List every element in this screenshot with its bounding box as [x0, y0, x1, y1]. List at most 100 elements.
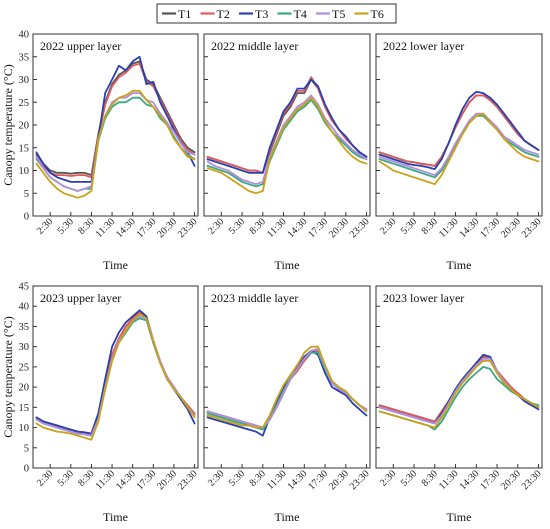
x-tick-label: 5:30: [227, 216, 247, 236]
plot-frame: [32, 285, 199, 469]
y-tick-label: 30: [19, 342, 30, 353]
x-tick-label: 11:30: [94, 468, 118, 492]
x-tick-label: 23:30: [348, 216, 372, 240]
x-tick-label: 23:30: [176, 216, 200, 240]
x-tick-label: 2:30: [206, 216, 226, 236]
x-tick-label: 14:30: [114, 468, 138, 492]
series-line-t5: [206, 347, 368, 429]
x-axis-label: Time: [275, 258, 300, 272]
series-line-t2: [378, 94, 540, 167]
x-tick-label: 11:30: [437, 468, 461, 492]
x-tick-label: 11:30: [265, 468, 289, 492]
x-tick-label: 5:30: [227, 468, 247, 488]
y-tick-label: 35: [19, 322, 30, 333]
y-axis-label: Canopy temperature (°C): [1, 316, 15, 437]
x-tick-label: 8:30: [76, 216, 96, 236]
series-line-t6: [35, 90, 196, 199]
series-line-t2: [35, 62, 196, 179]
panel-1: 2022 upper layer 0 5 10 15 20 25 30 35 40 2:30 5:30…: [1, 30, 200, 273]
x-tick-label: 2:30: [378, 468, 398, 488]
panel-title: 2022 upper layer: [40, 39, 121, 53]
y-tick-label: 0: [24, 212, 29, 223]
y-tick-label: 10: [19, 166, 30, 177]
panel-4: 2023 upper layer 0 5 10 15 20 25 30 35 40 45 2:30 5:…: [1, 282, 200, 525]
series-group: [206, 76, 368, 195]
x-tick-label: 5:30: [56, 216, 76, 236]
x-tick-label: 8:30: [420, 216, 440, 236]
panel-title: 2022 middle layer: [211, 39, 298, 53]
series-group: [35, 55, 196, 199]
x-tick-label: 20:30: [155, 468, 179, 492]
x-tick-label: 5:30: [399, 468, 419, 488]
legend: T1 T2 T3 T4 T5 T6: [156, 3, 397, 24]
series-group: [206, 345, 368, 437]
x-tick-label: 11:30: [265, 216, 289, 240]
x-tick-label: 8:30: [76, 468, 96, 488]
x-tick-label: 11:30: [94, 216, 118, 240]
y-tick-label: 45: [19, 282, 30, 293]
x-tick-label: 8:30: [248, 468, 268, 488]
x-axis-label: Time: [103, 510, 128, 524]
series-group: [35, 309, 196, 441]
x-tick-label: 8:30: [420, 468, 440, 488]
series-line-t6: [206, 96, 368, 195]
x-tick-label: 20:30: [327, 468, 351, 492]
x-tick-label: 20:30: [327, 216, 351, 240]
legend-label-t6: T6: [371, 7, 384, 21]
x-axis-label: Time: [447, 258, 472, 272]
x-tick-label: 23:30: [520, 216, 544, 240]
plot-frame: [375, 285, 543, 469]
x-tick-label: 23:30: [520, 468, 544, 492]
panel-title: 2023 lower layer: [383, 291, 464, 305]
y-tick-label: 20: [19, 121, 30, 132]
plot-frame: [375, 33, 543, 217]
series-line-t6: [378, 359, 540, 429]
legend-label-t3: T3: [255, 7, 268, 21]
legend-label-t4: T4: [294, 7, 307, 21]
panel-6: 2023 lower layer 2:30 5:30 8:3011:3014:3017…: [375, 285, 544, 524]
y-tick-label: 5: [24, 443, 29, 454]
y-tick-label: 40: [19, 30, 30, 41]
x-tick-label: 14:30: [286, 468, 310, 492]
x-tick-label: 20:30: [155, 216, 179, 240]
x-tick-label: 17:30: [135, 468, 159, 492]
series-line-t5: [378, 112, 540, 177]
x-tick-label: 2:30: [35, 216, 55, 236]
panel-3: 2022 lower layer 2:30 5:30 8:3011:3014:3017…: [375, 33, 544, 272]
series-line-t3: [206, 78, 368, 174]
panel-5: 2023 middle layer 2:30 5:30 8:3011:3014:301…: [203, 285, 372, 524]
series-line-t6: [378, 112, 540, 186]
legend-label-t2: T2: [217, 7, 230, 21]
y-tick-label: 15: [19, 403, 30, 414]
x-tick-label: 14:30: [114, 216, 138, 240]
series-line-t6: [206, 345, 368, 429]
y-tick-label: 25: [19, 362, 30, 373]
legend-frame: [156, 3, 397, 24]
series-line-t5: [206, 94, 368, 186]
y-tick-label: 5: [24, 189, 29, 200]
x-tick-label: 2:30: [35, 468, 55, 488]
x-tick-label: 17:30: [478, 216, 502, 240]
y-tick-label: 30: [19, 75, 30, 86]
y-axis-label: Canopy temperature (°C): [1, 64, 15, 185]
x-tick-label: 14:30: [286, 216, 310, 240]
x-tick-label: 20:30: [499, 468, 523, 492]
series-group: [378, 90, 540, 186]
series-line-t1: [35, 60, 196, 177]
x-axis-label: Time: [275, 510, 300, 524]
series-line-t3: [378, 90, 540, 171]
x-tick-label: 23:30: [176, 468, 200, 492]
x-tick-label: 20:30: [499, 216, 523, 240]
x-tick-label: 5:30: [399, 216, 419, 236]
y-tick-label: 35: [19, 52, 30, 63]
x-tick-label: 5:30: [56, 468, 76, 488]
legend-label-t1: T1: [178, 7, 191, 21]
legend-label-t5: T5: [332, 7, 345, 21]
y-tick-label: 15: [19, 143, 30, 154]
series-line-t6: [35, 313, 196, 441]
x-tick-label: 23:30: [348, 468, 372, 492]
y-tick-label: 20: [19, 383, 30, 394]
x-tick-label: 17:30: [135, 216, 159, 240]
plot-frame: [32, 33, 199, 217]
x-tick-label: 14:30: [458, 468, 482, 492]
